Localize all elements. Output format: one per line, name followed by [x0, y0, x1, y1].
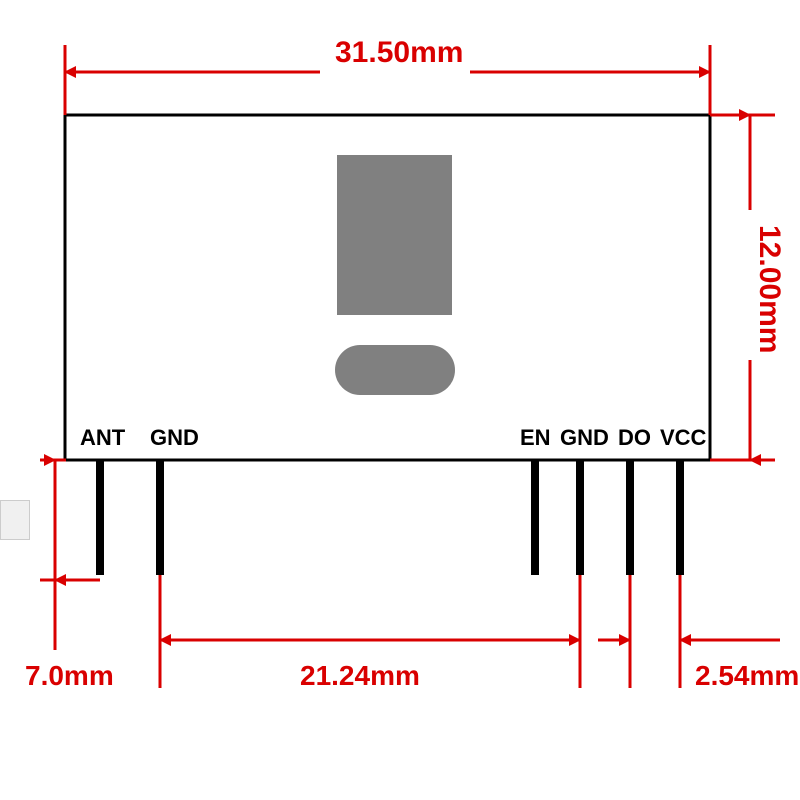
dim-pinlen-label: 7.0mm [25, 660, 114, 691]
dim-pitch-label: 2.54mm [695, 660, 799, 691]
pins [100, 460, 680, 575]
dimension-diagram: ANT GND EN GND DO VCC 31.50mm 12.00mm 7.… [0, 0, 800, 800]
dim-height-label: 12.00mm [753, 225, 786, 353]
dim-pinlen [40, 460, 100, 650]
ic-component [337, 155, 452, 315]
dim-width-label: 31.50mm [335, 36, 463, 69]
label-gnd-right: GND [560, 425, 609, 450]
label-en: EN [520, 425, 551, 450]
dim-span-label: 21.24mm [300, 660, 420, 691]
label-do: DO [618, 425, 651, 450]
label-vcc: VCC [660, 425, 707, 450]
oval-component [335, 345, 455, 395]
label-gnd-left: GND [150, 425, 199, 450]
label-ant: ANT [80, 425, 126, 450]
